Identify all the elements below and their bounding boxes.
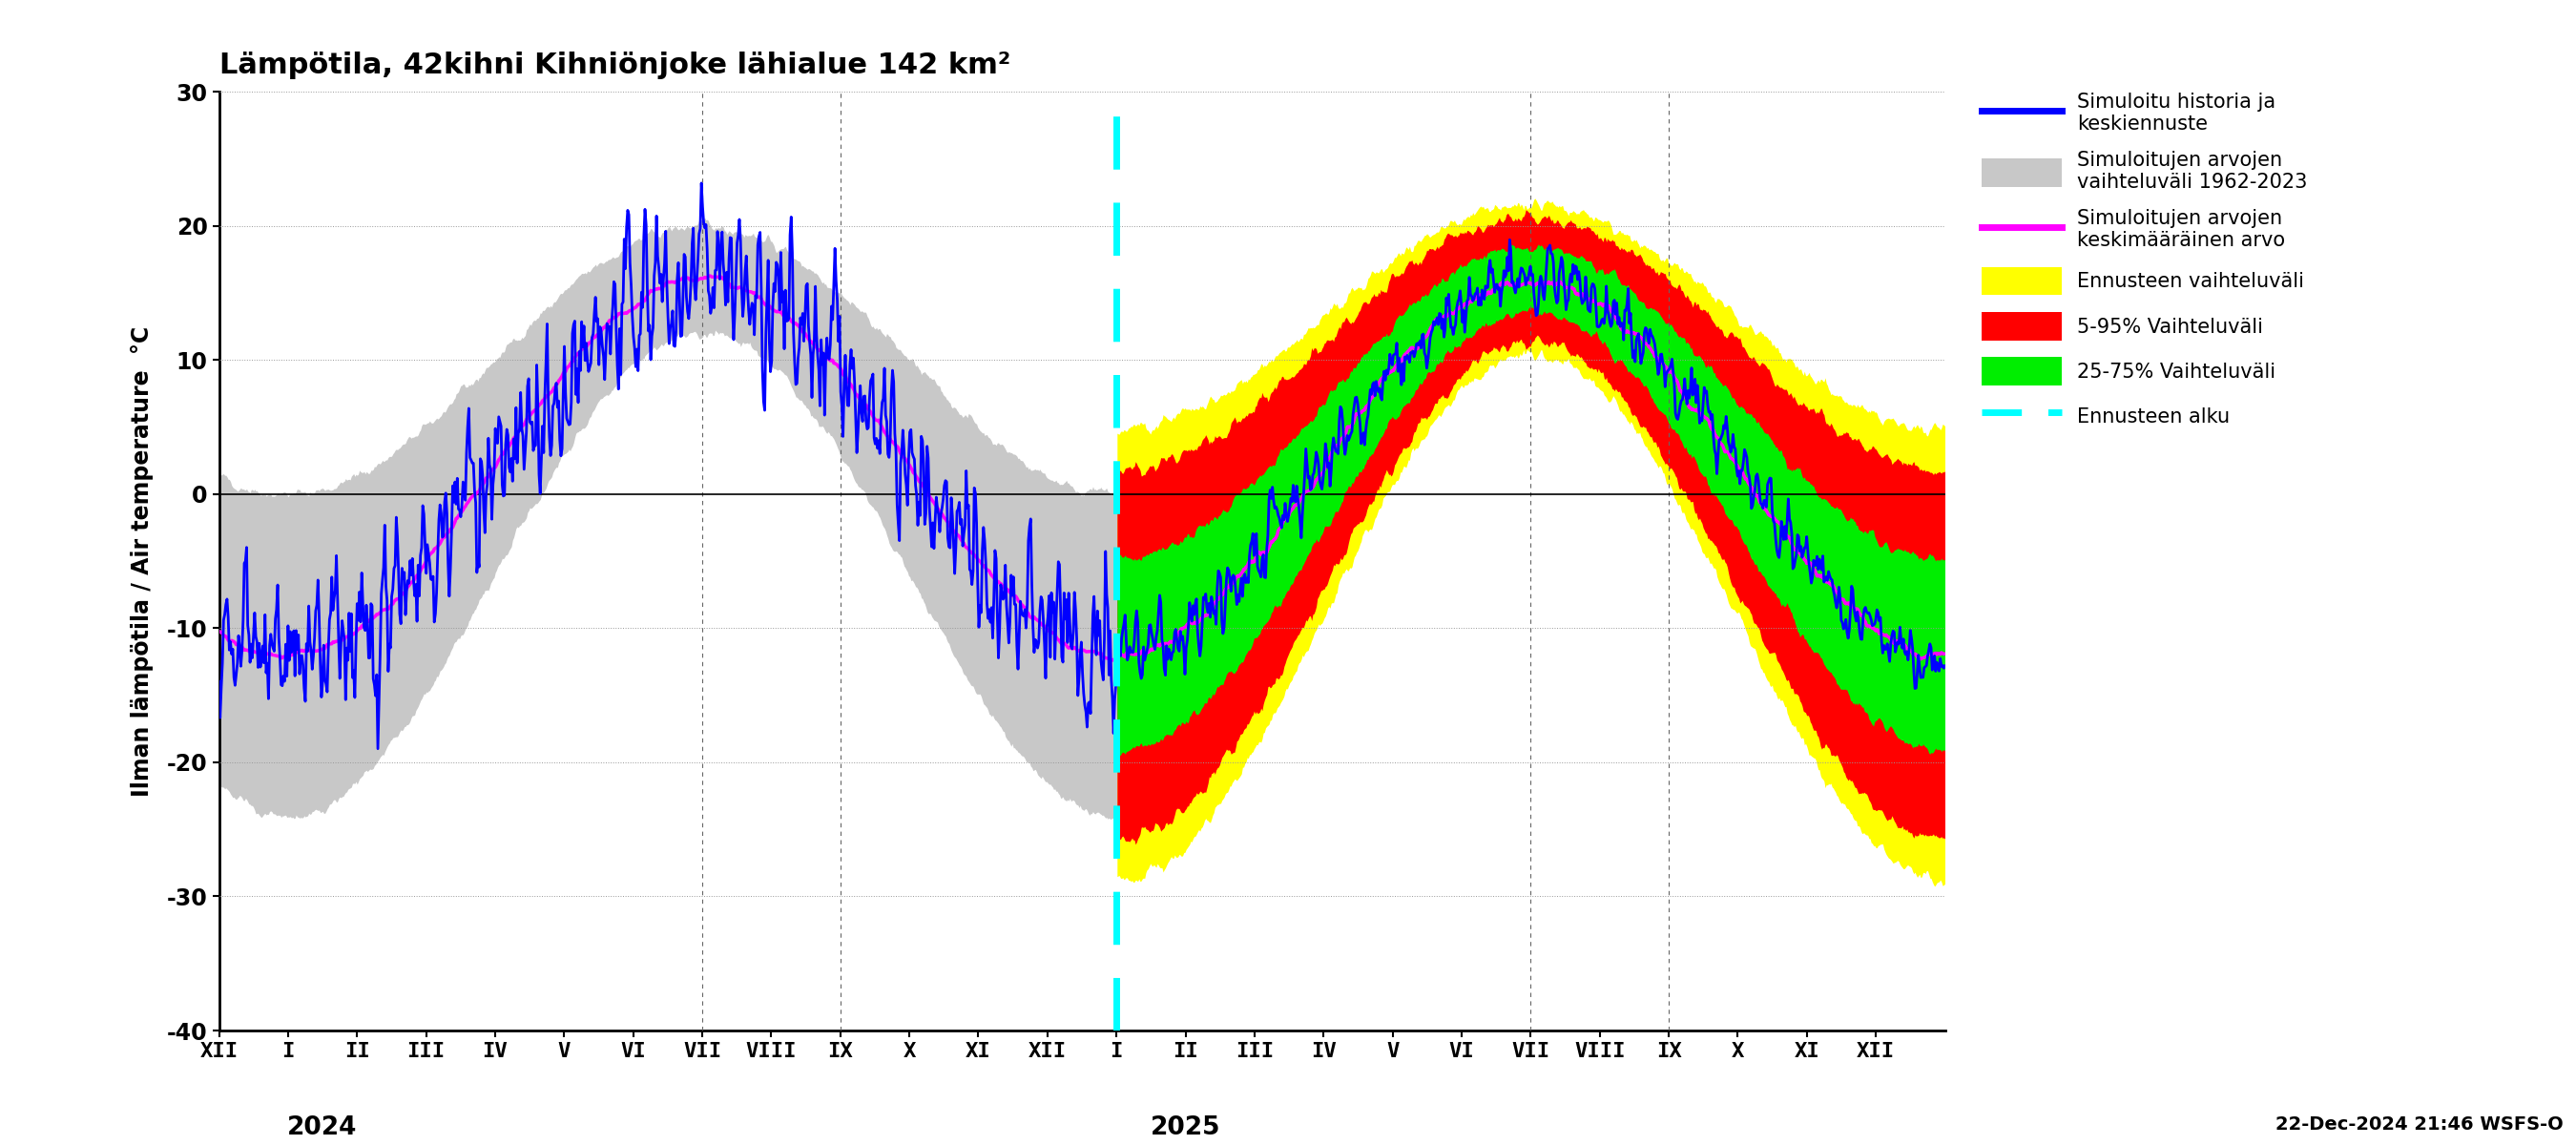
- Text: 2024: 2024: [289, 1115, 358, 1139]
- Y-axis label: Ilman lämpötila / Air temperature  °C: Ilman lämpötila / Air temperature °C: [131, 325, 155, 797]
- Legend: Simuloitu historia ja
keskiennuste, Simuloitujen arvojen
vaihteluväli 1962-2023,: Simuloitu historia ja keskiennuste, Simu…: [1973, 82, 2318, 440]
- Text: 2025: 2025: [1151, 1115, 1221, 1139]
- Text: 22-Dec-2024 21:46 WSFS-O: 22-Dec-2024 21:46 WSFS-O: [2275, 1115, 2563, 1134]
- Text: Lämpötila, 42kihni Kihniönjoke lähialue 142 km²: Lämpötila, 42kihni Kihniönjoke lähialue …: [219, 52, 1010, 79]
